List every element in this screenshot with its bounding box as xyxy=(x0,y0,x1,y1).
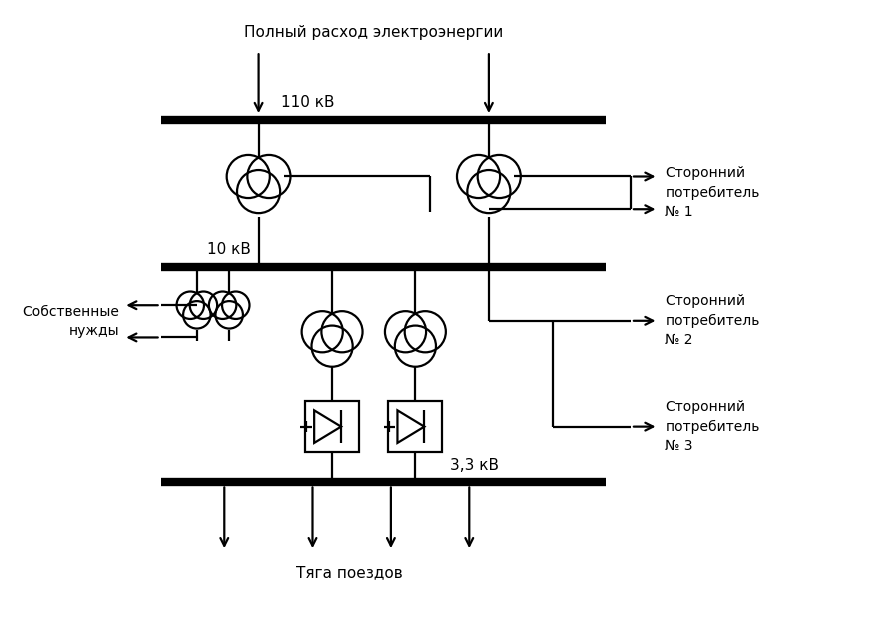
Text: 110 кВ: 110 кВ xyxy=(281,95,335,110)
Text: 10 кВ: 10 кВ xyxy=(207,242,251,257)
Text: Сторонний
потребитель
№ 1: Сторонний потребитель № 1 xyxy=(666,166,760,219)
Text: Собственные
нужды: Собственные нужды xyxy=(23,304,119,338)
Text: Сторонний
потребитель
№ 2: Сторонний потребитель № 2 xyxy=(666,294,760,347)
Text: Тяга поездов: Тяга поездов xyxy=(295,565,402,580)
Bar xyxy=(388,401,442,452)
Text: Сторонний
потребитель
№ 3: Сторонний потребитель № 3 xyxy=(666,400,760,453)
Text: 3,3 кВ: 3,3 кВ xyxy=(450,458,499,473)
Text: Полный расход электроэнергии: Полный расход электроэнергии xyxy=(244,25,503,40)
Bar xyxy=(305,401,359,452)
